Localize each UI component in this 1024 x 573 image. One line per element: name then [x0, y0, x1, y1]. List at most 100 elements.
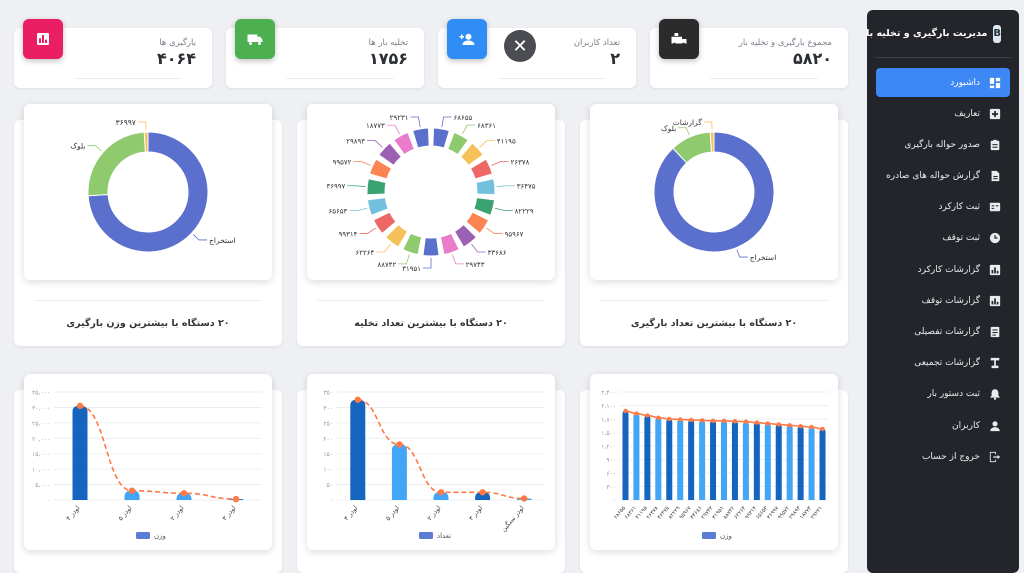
bar[interactable] — [391, 444, 407, 500]
trend-point[interactable] — [787, 423, 792, 428]
sidebar-item-7[interactable]: گزارشات توقف — [876, 286, 1010, 315]
sidebar-item-2[interactable]: صدور حواله بارگیری — [876, 130, 1010, 159]
trend-point[interactable] — [754, 420, 760, 425]
trend-point[interactable] — [699, 418, 705, 423]
pie-slice[interactable] — [402, 232, 423, 256]
sidebar-item-6[interactable]: گزارشات کارکرد — [876, 255, 1010, 284]
bar[interactable] — [644, 415, 651, 500]
sidebar-item-0[interactable]: داشبورد — [876, 68, 1010, 97]
trend-point[interactable] — [623, 408, 628, 414]
trend-point[interactable] — [656, 415, 661, 420]
bar[interactable] — [655, 417, 662, 500]
bar[interactable] — [699, 420, 706, 500]
bar[interactable] — [731, 421, 738, 500]
trend-point[interactable] — [645, 413, 650, 418]
legend[interactable]: وزن — [136, 532, 166, 540]
pie-slice[interactable] — [475, 178, 496, 196]
trend-point[interactable] — [721, 418, 727, 423]
pie-slice[interactable] — [366, 178, 387, 196]
pie-slice[interactable] — [87, 131, 146, 197]
trend-point[interactable] — [232, 495, 240, 503]
pie-slice[interactable] — [87, 131, 209, 253]
bar[interactable] — [350, 399, 366, 500]
stat-label: بارگیری ها — [159, 38, 196, 48]
pie-slice[interactable] — [393, 131, 415, 156]
trend-point[interactable] — [765, 421, 770, 426]
sidebar-item-1[interactable]: تعاریف — [876, 99, 1010, 128]
pie-slice[interactable] — [143, 131, 149, 153]
pie-slice[interactable] — [447, 131, 469, 156]
trend-point[interactable] — [820, 426, 825, 432]
trend-point[interactable] — [634, 411, 639, 416]
pie-slice[interactable] — [369, 158, 393, 180]
trend-point[interactable] — [732, 419, 738, 424]
pie-slice[interactable] — [372, 211, 397, 234]
pie-slice[interactable] — [422, 237, 440, 257]
bar[interactable] — [764, 423, 771, 501]
trend-point[interactable] — [710, 418, 716, 423]
bar[interactable] — [475, 492, 491, 500]
pie-slice[interactable] — [473, 197, 496, 216]
sidebar-item-5[interactable]: ثبت توقف — [876, 224, 1010, 253]
bar[interactable] — [633, 413, 640, 500]
bar[interactable] — [797, 426, 804, 500]
bar[interactable] — [433, 492, 449, 500]
bar[interactable] — [622, 410, 629, 500]
pie-slice[interactable] — [439, 232, 460, 256]
trend-point[interactable] — [521, 495, 528, 502]
pie-slice[interactable] — [378, 142, 402, 166]
sidebar-item-12[interactable]: خروج از حساب — [876, 442, 1010, 471]
trend-point[interactable] — [776, 422, 781, 427]
sidebar-item-8[interactable]: گزارشات تفصیلی — [876, 318, 1010, 347]
pie-slice[interactable] — [653, 131, 775, 253]
y-tick-label: ۲,۱۰۰ — [601, 403, 616, 410]
legend[interactable]: وزن — [702, 532, 732, 540]
trend-point[interactable] — [798, 424, 803, 429]
sidebar-item-10[interactable]: ثبت دستور بار — [876, 380, 1010, 409]
legend[interactable]: تعداد — [419, 532, 451, 540]
bar[interactable] — [753, 422, 760, 500]
trend-point[interactable] — [678, 417, 683, 422]
trend-point[interactable] — [76, 402, 84, 410]
trend-point[interactable] — [479, 489, 486, 496]
bar[interactable] — [688, 419, 695, 500]
pie-label-line — [137, 121, 147, 131]
bar[interactable] — [786, 425, 793, 500]
trend-point[interactable] — [354, 396, 361, 403]
pie-slice[interactable] — [469, 158, 493, 180]
bar[interactable] — [742, 421, 749, 500]
stat-label: مجموع بارگیری و تخلیه بار — [738, 38, 832, 48]
pie-slice[interactable] — [453, 223, 477, 248]
bar[interactable] — [808, 427, 815, 500]
trend-point[interactable] — [128, 487, 136, 494]
bar[interactable] — [710, 420, 717, 500]
bar[interactable] — [176, 493, 192, 500]
bar[interactable] — [819, 428, 826, 500]
pie-slice[interactable] — [460, 142, 484, 166]
sidebar-item-11[interactable]: کاربران — [876, 411, 1010, 440]
trend-point[interactable] — [437, 489, 445, 496]
close-button[interactable]: ✕ — [504, 30, 536, 62]
trend-point[interactable] — [743, 419, 749, 424]
bar[interactable] — [677, 419, 684, 500]
trend-point[interactable] — [180, 490, 188, 497]
trend-point[interactable] — [809, 424, 814, 430]
bar[interactable] — [720, 420, 728, 500]
sidebar-item-label: گزارشات توقف — [921, 295, 981, 306]
sidebar-item-9[interactable]: گزارشات تجمیعی — [876, 349, 1010, 378]
pie-slice[interactable] — [366, 197, 389, 216]
trend-point[interactable] — [688, 417, 694, 423]
trend-point[interactable] — [396, 441, 403, 448]
pie-slice[interactable] — [709, 131, 715, 153]
bar[interactable] — [72, 405, 88, 500]
pie-slice[interactable] — [385, 223, 409, 248]
pie-slice[interactable] — [465, 211, 490, 234]
bar[interactable] — [666, 419, 673, 500]
sidebar-item-3[interactable]: گزارش حواله های صادره — [876, 162, 1010, 191]
pie-slice[interactable] — [432, 127, 450, 149]
trend-point[interactable] — [667, 416, 672, 422]
bar[interactable] — [124, 490, 140, 500]
pie-slice[interactable] — [412, 127, 430, 149]
sidebar-item-4[interactable]: ثبت کارکرد — [876, 193, 1010, 222]
bar[interactable] — [775, 424, 782, 500]
